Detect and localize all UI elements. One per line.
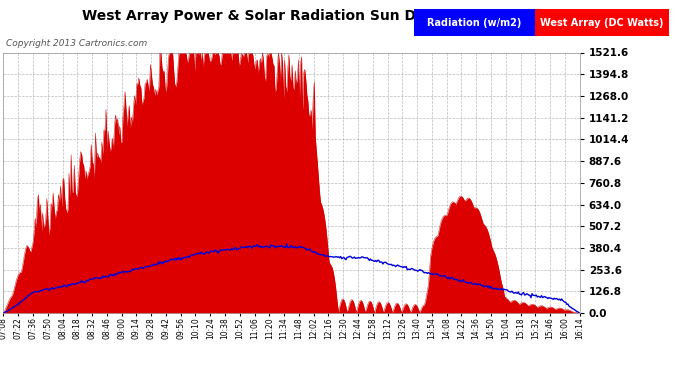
Text: West Array (DC Watts): West Array (DC Watts) (540, 18, 664, 27)
Text: Radiation (w/m2): Radiation (w/m2) (427, 18, 522, 27)
Text: Copyright 2013 Cartronics.com: Copyright 2013 Cartronics.com (6, 39, 147, 48)
Text: West Array Power & Solar Radiation Sun Dec 1 16:16: West Array Power & Solar Radiation Sun D… (82, 9, 497, 23)
